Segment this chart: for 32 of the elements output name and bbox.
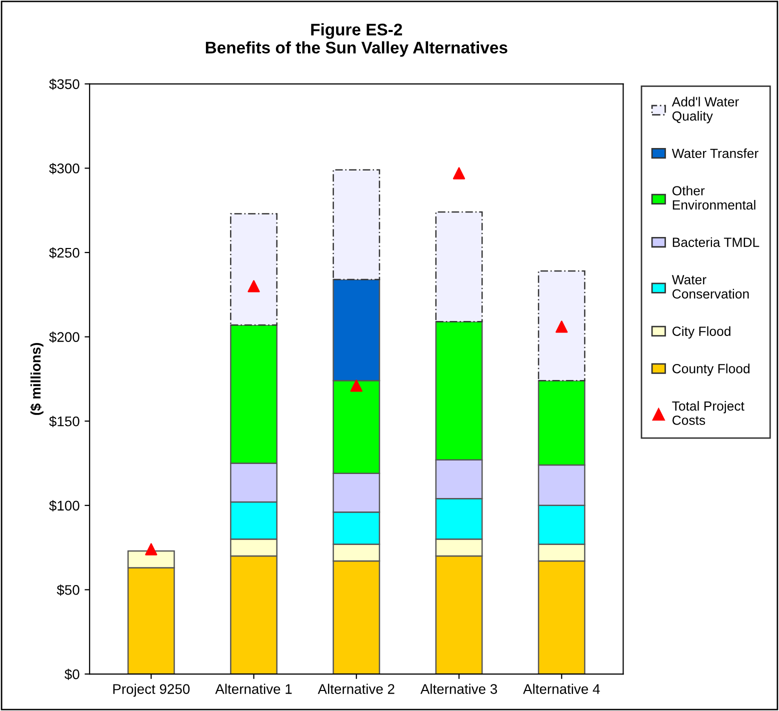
y-tick-label: $150 <box>49 416 80 428</box>
bar <box>435 211 483 322</box>
y-tick-label: $350 <box>49 78 80 90</box>
legend-label: City Flood <box>672 326 730 339</box>
point <box>145 543 158 556</box>
x-tick-label: Alternative 2 <box>318 684 394 694</box>
chart-title: Figure ES-2 Benefits of the Sun Valley Alternatives <box>206 23 508 57</box>
y-tick-label: $100 <box>49 500 80 512</box>
point <box>452 167 466 180</box>
x-tick-label: Alternative 3 <box>420 684 498 694</box>
legend-label: Water Transfer <box>672 148 758 158</box>
y-tick-label: $0 <box>64 668 80 680</box>
legend-label: Bacteria TMDL <box>672 237 760 248</box>
point <box>248 280 260 292</box>
y-tick-label: $200 <box>49 332 80 343</box>
x-tick-label: Project 9250 <box>113 684 190 697</box>
y-tick-label: $300 <box>49 162 80 174</box>
point <box>556 320 568 333</box>
bar <box>538 270 586 382</box>
legend-label: Total Project Costs <box>672 401 744 425</box>
y-tick-label: $50 <box>56 584 80 596</box>
point <box>350 380 362 392</box>
bar <box>230 213 278 326</box>
bar <box>332 169 380 280</box>
y-axis-title: ($ millions) <box>30 342 44 415</box>
y-tick-label: $250 <box>49 247 80 259</box>
x-tick-label: Alternative 1 <box>215 684 292 694</box>
x-tick-label: Alternative 4 <box>523 684 600 694</box>
legend-label: Add'l Water Quality <box>672 96 739 124</box>
legend-label: Water Conservation <box>672 275 749 299</box>
legend-label: County Flood <box>672 364 750 376</box>
legend-label: Other Environmental <box>672 186 756 210</box>
